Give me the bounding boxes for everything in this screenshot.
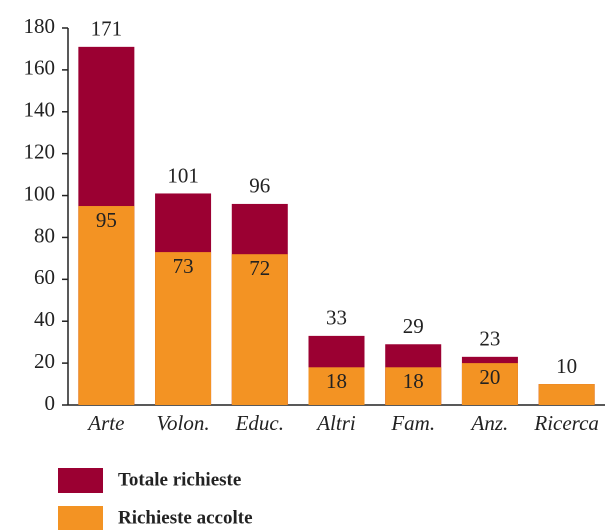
y-tick-label: 100 (24, 181, 56, 205)
bar (155, 252, 212, 405)
value-label: 73 (173, 254, 194, 278)
bar (231, 254, 288, 405)
y-tick-label: 0 (45, 391, 56, 415)
y-tick-label: 120 (24, 139, 56, 163)
value-label: 18 (403, 369, 424, 393)
x-tick-label: Volon. (157, 411, 210, 435)
legend-label: Richieste accolte (118, 507, 253, 528)
bar (538, 384, 595, 405)
y-tick-label: 140 (24, 98, 56, 122)
x-tick-label: Anz. (470, 411, 509, 435)
y-tick-label: 40 (34, 307, 55, 331)
value-label: 72 (249, 256, 270, 280)
x-tick-label: Arte (86, 411, 124, 435)
bar (385, 367, 442, 405)
value-label: 10 (556, 354, 577, 378)
bar (78, 206, 135, 405)
x-tick-label: Educ. (235, 411, 284, 435)
y-tick-label: 180 (24, 14, 56, 38)
value-label: 95 (96, 208, 117, 232)
value-label: 18 (326, 369, 347, 393)
value-label: 23 (479, 327, 500, 351)
bar (461, 363, 518, 405)
value-label: 29 (403, 314, 424, 338)
x-tick-label: Ricerca (533, 411, 599, 435)
y-tick-label: 60 (34, 265, 55, 289)
legend-label: Totale richieste (118, 469, 241, 490)
value-label: 33 (326, 306, 347, 330)
legend-swatch (58, 468, 103, 493)
y-tick-label: 160 (24, 56, 56, 80)
y-tick-label: 20 (34, 349, 55, 373)
x-tick-label: Fam. (390, 411, 435, 435)
legend-swatch (58, 506, 103, 530)
value-label: 96 (249, 174, 270, 198)
value-label: 171 (91, 17, 123, 41)
value-label: 20 (479, 365, 500, 389)
y-tick-label: 80 (34, 223, 55, 247)
x-tick-label: Altri (315, 411, 356, 435)
value-label: 101 (167, 163, 199, 187)
bar (308, 367, 365, 405)
